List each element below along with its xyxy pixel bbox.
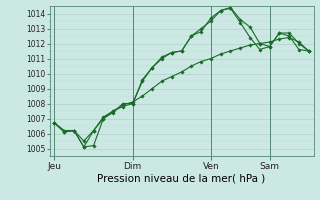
X-axis label: Pression niveau de la mer( hPa ): Pression niveau de la mer( hPa ) — [98, 173, 266, 183]
